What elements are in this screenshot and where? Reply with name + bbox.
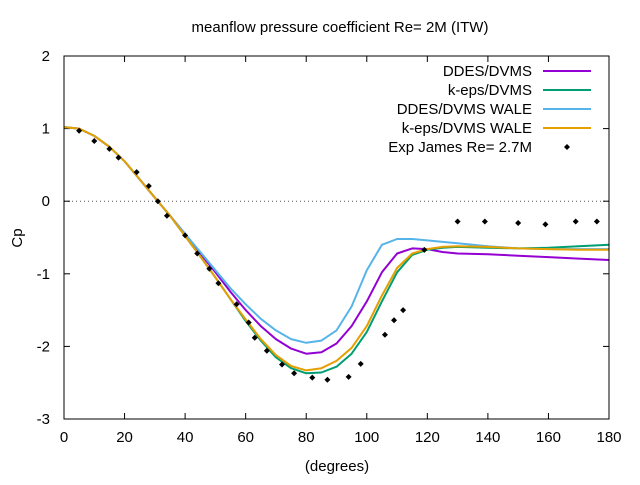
y-tick-label: -1 [37, 266, 50, 283]
series-group [63, 126, 610, 383]
x-tick-label: 140 [475, 429, 500, 446]
data-point [251, 334, 258, 341]
data-point [154, 198, 161, 205]
x-tick-label: 40 [177, 429, 194, 446]
x-tick-label: 20 [116, 429, 133, 446]
series-1 [63, 126, 610, 375]
legend-label: DDES/DVMS [443, 63, 532, 80]
x-tick-label: 60 [237, 429, 254, 446]
x-tick-label: 100 [354, 429, 379, 446]
series-line [63, 126, 610, 355]
data-point [454, 218, 461, 225]
data-point [245, 319, 252, 326]
data-point [291, 370, 298, 377]
legend-label: k-eps/DVMS [448, 82, 532, 99]
data-point [115, 154, 122, 161]
x-tick-label: 160 [536, 429, 561, 446]
y-axis-label: Cp [9, 228, 26, 247]
data-point [206, 265, 213, 272]
data-point [391, 317, 398, 324]
data-point [233, 301, 240, 308]
legend-marker [564, 144, 570, 150]
data-point [481, 218, 488, 225]
chart-title: meanflow pressure coefficient Re= 2M (IT… [192, 19, 489, 36]
data-point [145, 182, 152, 189]
legend-item: Exp James Re= 2.7M [388, 139, 570, 156]
data-point [106, 145, 113, 152]
series-line [63, 126, 609, 344]
legend-item: DDES/DVMS WALE [397, 101, 591, 118]
data-point [572, 218, 579, 225]
data-point [542, 221, 549, 228]
data-point [194, 250, 201, 257]
data-point [91, 137, 98, 144]
data-point [263, 347, 270, 354]
series-4 [76, 127, 600, 383]
series-3 [63, 126, 609, 372]
legend: DDES/DVMS k-eps/DVMS DDES/DVMS WALE k-eps/D… [388, 63, 591, 156]
data-point [421, 246, 428, 253]
data-point [381, 331, 388, 338]
series-0 [63, 126, 610, 355]
x-tick-label: 80 [298, 429, 315, 446]
legend-item: k-eps/DVMS [448, 82, 591, 99]
x-tick-label: 0 [60, 429, 68, 446]
y-tick-label: 0 [42, 193, 50, 210]
data-point [215, 280, 222, 287]
series-line [63, 126, 610, 375]
series-line [63, 126, 609, 372]
legend-item: DDES/DVMS [443, 63, 591, 80]
axis-ticks [63, 55, 610, 420]
data-point [400, 307, 407, 314]
y-tick-label: 1 [42, 121, 50, 138]
data-point [279, 361, 285, 368]
data-point [324, 376, 331, 383]
series-2 [63, 126, 609, 344]
data-point [357, 360, 364, 367]
data-point [163, 212, 170, 219]
y-tick-label: 2 [42, 48, 50, 65]
x-tick-label: 180 [596, 429, 621, 446]
data-point [593, 218, 600, 225]
y-tick-labels: -3 -2 -1 0 1 2 [37, 48, 50, 428]
legend-label: Exp James Re= 2.7M [388, 139, 532, 156]
data-point [309, 374, 316, 381]
x-axis-label: (degrees) [305, 458, 369, 475]
plot-frame [63, 55, 610, 420]
data-point [345, 373, 352, 380]
data-point [182, 232, 189, 239]
legend-label: DDES/DVMS WALE [397, 101, 532, 118]
data-point [76, 127, 83, 134]
y-tick-label: -2 [37, 338, 50, 355]
x-tick-label: 120 [415, 429, 440, 446]
data-point [515, 219, 522, 226]
legend-label: k-eps/DVMS WALE [402, 120, 532, 137]
data-point [133, 169, 140, 176]
legend-item: k-eps/DVMS WALE [402, 120, 591, 137]
x-tick-labels: 0 20 40 60 80 100 120 140 160 180 [60, 429, 622, 446]
y-tick-label: -3 [37, 411, 50, 428]
